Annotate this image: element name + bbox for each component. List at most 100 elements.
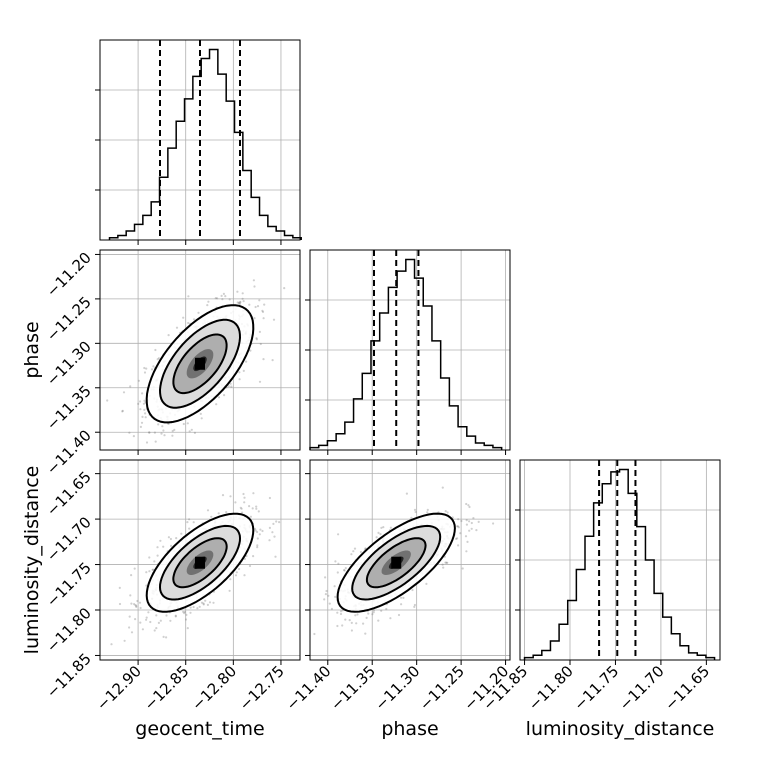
scatter-point [134, 618, 137, 621]
scatter-point [456, 525, 460, 528]
scatter-point [271, 359, 274, 362]
scatter-point [196, 607, 199, 610]
scatter-point [380, 526, 383, 530]
scatter-point [456, 525, 459, 528]
scatter-point [336, 611, 339, 614]
scatter-point [238, 378, 241, 381]
scatter-point [141, 628, 144, 631]
scatter-point [364, 547, 367, 550]
scatter-point [259, 342, 262, 346]
scatter-point [162, 635, 165, 639]
scatter-point [275, 520, 278, 523]
x-axis-label-geocent_time: geocent_time [135, 718, 264, 740]
scatter-point [334, 595, 337, 599]
x-tick-label-geocent_time-2: −12.80 [188, 662, 240, 714]
scatter-point [217, 512, 220, 515]
scatter-point [249, 515, 252, 518]
scatter-point [110, 643, 113, 646]
scatter-point [241, 297, 244, 300]
scatter-point [145, 441, 149, 444]
hist-frame-phase [309, 249, 511, 451]
scatter-point [223, 394, 226, 397]
scatter-point [359, 550, 362, 554]
contour-0 [172, 333, 228, 395]
density-peak [391, 556, 402, 569]
scatter-point [350, 553, 353, 556]
y-tick-label-luminosity_distance-1: −11.80 [43, 604, 95, 656]
scatter-point [139, 606, 142, 610]
scatter-point [174, 614, 177, 617]
scatter-point [150, 368, 154, 371]
scatter-point [271, 531, 274, 534]
scatter-point [208, 601, 212, 604]
scatter-point [174, 615, 177, 618]
scatter-point [229, 578, 232, 581]
scatter-point [442, 566, 445, 569]
scatter-point [470, 521, 473, 525]
scatter-point [262, 358, 265, 361]
scatter-point [235, 571, 238, 574]
scatter-point [186, 627, 189, 630]
scatter-point [472, 517, 475, 520]
x-tick-label-luminosity_distance-2: −11.75 [570, 662, 622, 714]
scatter-point [475, 529, 478, 532]
scatter-point [470, 527, 473, 530]
scatter-point [466, 540, 469, 544]
scatter-point [355, 622, 358, 625]
scatter-point [258, 380, 262, 383]
contour-0 [365, 537, 427, 589]
scatter-point [272, 318, 276, 321]
scatter-point [255, 337, 258, 340]
scatter-point [405, 492, 408, 495]
scatter-point [242, 300, 245, 303]
joint-frame-geocent_time-phase [99, 249, 301, 451]
scatter-point [339, 612, 343, 616]
scatter-point [258, 330, 261, 333]
contour-2 [145, 512, 255, 613]
scatter-point [128, 615, 131, 618]
scatter-point [228, 589, 231, 592]
x-tick-label-luminosity_distance-1: −11.80 [525, 662, 577, 714]
scatter-point [253, 285, 256, 288]
scatter-point [251, 507, 254, 510]
scatter-point [192, 605, 195, 609]
scatter-point [257, 510, 260, 513]
scatter-point [152, 568, 155, 571]
y-tick-label-phase-4: −11.20 [43, 249, 95, 301]
scatter-point [241, 292, 244, 295]
scatter-point [323, 598, 326, 601]
hist-frame-geocent_time [99, 39, 301, 241]
scatter-point [239, 301, 242, 304]
scatter-point [183, 612, 186, 615]
scatter-point [133, 567, 136, 570]
x-tick-label-geocent_time-1: −12.85 [141, 662, 193, 714]
x-tick-label-geocent_time-3: −12.75 [236, 662, 288, 714]
y-tick-label-phase-0: −11.40 [43, 426, 95, 478]
y-axis-label-luminosity_distance: luminosity_distance [21, 466, 43, 655]
scatter-point [171, 429, 174, 433]
scatter-point [132, 435, 135, 438]
scatter-point [330, 607, 333, 611]
scatter-point [274, 555, 277, 558]
hist-frame-luminosity_distance [519, 459, 721, 661]
scatter-point [385, 607, 388, 611]
scatter-point [238, 567, 241, 571]
scatter-point [261, 309, 264, 312]
contour-2 [336, 512, 456, 613]
scatter-point [118, 586, 121, 590]
scatter-point [135, 605, 138, 609]
x-tick-label-luminosity_distance-4: −11.65 [661, 662, 713, 714]
scatter-point [344, 567, 347, 570]
hist-grid-phase [310, 250, 510, 450]
scatter-point [206, 603, 209, 607]
scatter-point [200, 601, 204, 604]
scatter-point [182, 316, 185, 319]
scatter-point [344, 618, 347, 621]
scatter-point [364, 632, 367, 635]
scatter-point [129, 594, 132, 597]
scatter-point [248, 303, 251, 306]
histogram-luminosity_distance [523, 468, 716, 660]
scatter-point [171, 434, 174, 437]
scatter-point [215, 403, 218, 406]
scatter-point [337, 533, 340, 536]
